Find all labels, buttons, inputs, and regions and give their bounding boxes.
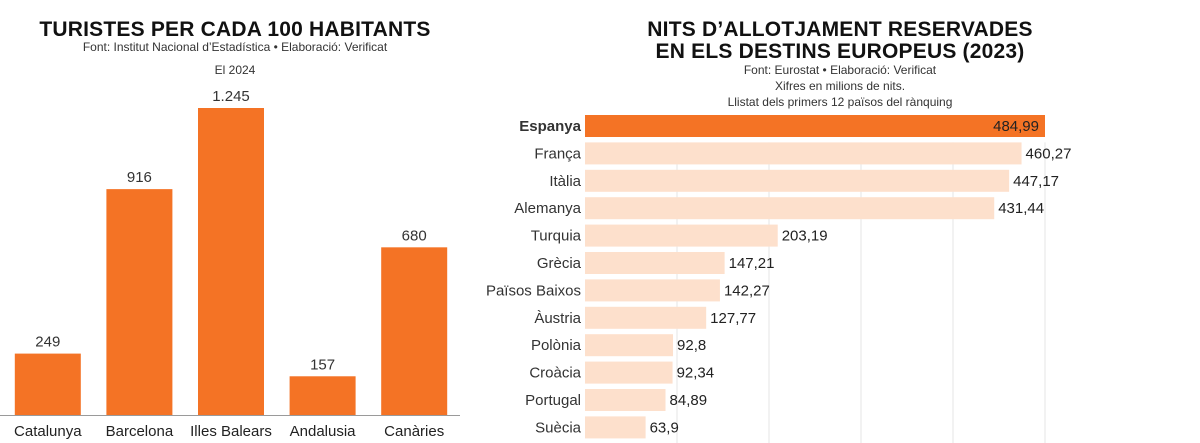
right-chart-title-line2: EN ELS DESTINS EUROPEUS (2023) <box>655 40 1025 63</box>
hbar-category-label: Alemanya <box>514 200 581 217</box>
bar-4 <box>381 247 448 415</box>
right-chart-source: Font: Eurostat • Elaboració: Verificat <box>743 63 937 77</box>
category-label: Barcelona <box>106 423 174 440</box>
hbar-category-label: Àustria <box>534 310 581 327</box>
right-chart-note-units: Xifres en milions de nits. <box>774 79 906 93</box>
hbar-value-label: 127,77 <box>710 310 756 327</box>
right-chart-panel: NITS D’ALLOTJAMENT RESERVADES EN ELS DES… <box>480 0 1200 443</box>
bar-value-label: 680 <box>402 227 427 244</box>
category-label: Illes Balears <box>190 423 272 440</box>
category-label: Andalusia <box>290 423 357 440</box>
hbar-value-label: 431,44 <box>998 200 1044 217</box>
hbar-5 <box>585 252 725 274</box>
hbar-10 <box>585 389 666 411</box>
hbar-2 <box>585 169 1010 192</box>
hbar-7 <box>585 306 707 329</box>
hbar-value-label: 92,34 <box>677 365 715 382</box>
hbar-value-label: 63,9 <box>650 419 679 436</box>
hbar-6 <box>585 279 720 302</box>
hbar-3 <box>585 197 995 220</box>
hbar-category-label: Grècia <box>537 255 582 272</box>
hbar-value-label: 447,17 <box>1013 173 1059 190</box>
hbar-value-label: 203,19 <box>782 228 828 245</box>
bar-value-label: 157 <box>310 356 335 373</box>
left-chart-source: Font: Institut Nacional d’Estadística • … <box>82 40 388 54</box>
bar-1 <box>106 189 173 415</box>
category-label: Catalunya <box>14 423 82 440</box>
hbar-category-label: Polònia <box>531 337 582 354</box>
category-label: Canàries <box>384 423 444 440</box>
hbar-1 <box>585 142 1022 165</box>
left-chart-panel: TURISTES PER CADA 100 HABITANTS Font: In… <box>0 0 470 443</box>
hbar-category-label: Suècia <box>535 419 582 436</box>
hbar-category-label: Turquia <box>531 228 582 245</box>
hbar-category-label: Portugal <box>525 392 581 409</box>
left-chart-note: El 2024 <box>214 63 256 77</box>
hbar-value-label: 460,27 <box>1026 145 1072 162</box>
hbar-category-label: Croàcia <box>529 365 581 382</box>
right-chart-note-list: Llistat dels primers 12 països del rànqu… <box>727 95 953 109</box>
hbar-9 <box>585 361 673 384</box>
hbar-value-label: 484,99 <box>993 118 1039 135</box>
hbar-category-label: Països Baixos <box>486 282 581 299</box>
hbar-0 <box>585 115 1045 137</box>
hbar-value-label: 92,8 <box>677 337 706 354</box>
hbar-value-label: 142,27 <box>724 282 770 299</box>
right-bar-chart: Espanya 484,99 França 460,27 Itàlia 447,17 Ale… <box>486 115 1072 443</box>
left-chart-title: TURISTES PER CADA 100 HABITANTS <box>39 18 431 41</box>
bar-3 <box>289 376 356 415</box>
bar-value-label: 1.245 <box>212 88 250 105</box>
hbar-value-label: 147,21 <box>729 255 775 272</box>
hbar-category-label: França <box>534 145 581 162</box>
bar-2 <box>198 108 264 415</box>
hbar-4 <box>585 224 778 247</box>
hbar-category-label: Espanya <box>519 118 581 135</box>
bar-value-label: 916 <box>127 169 152 186</box>
bar-0 <box>14 353 81 415</box>
right-chart-title-line1: NITS D’ALLOTJAMENT RESERVADES <box>647 18 1033 41</box>
hbar-8 <box>585 334 674 357</box>
bar-value-label: 249 <box>35 334 60 351</box>
hbar-category-label: Itàlia <box>549 173 581 190</box>
left-bar-chart: 249 Catalunya 916 Barcelona 1.245 Illes Balea… <box>0 88 460 440</box>
hbar-value-label: 84,89 <box>670 392 708 409</box>
hbar-11 <box>585 416 646 439</box>
